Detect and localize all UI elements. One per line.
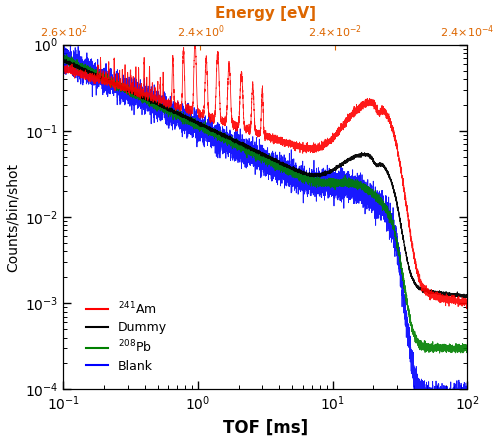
- X-axis label: TOF [ms]: TOF [ms]: [223, 419, 308, 436]
- Legend: $^{241}$Am, Dummy, $^{208}$Pb, Blank: $^{241}$Am, Dummy, $^{208}$Pb, Blank: [82, 297, 171, 376]
- X-axis label: Energy [eV]: Energy [eV]: [215, 6, 316, 21]
- Y-axis label: Counts/bin/shot: Counts/bin/shot: [6, 163, 20, 271]
